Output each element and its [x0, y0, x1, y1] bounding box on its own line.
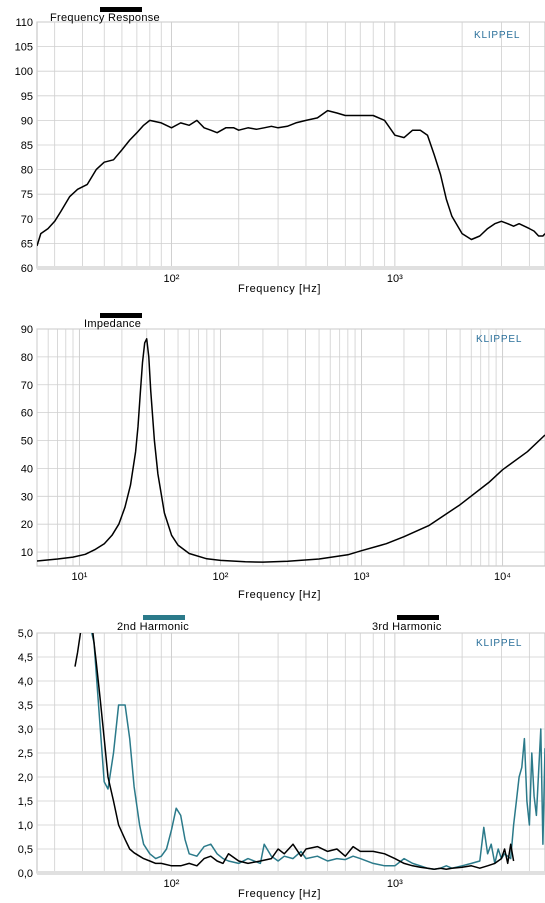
chart3-x-axis-label: Frequency [Hz]	[238, 888, 321, 900]
chart2-grid	[36, 328, 545, 566]
chart1-brand-label: KLIPPEL	[474, 30, 520, 41]
c2-series-impedance	[37, 338, 545, 563]
c3-x-tick-label: 10²	[164, 878, 180, 890]
chart3-series	[74, 633, 545, 870]
chart2-x-axis: 10¹ 10² 10³ 10⁴	[72, 571, 512, 583]
c2-y-tick-label: 50	[21, 436, 33, 448]
c3-y-tick-label: 5,0	[18, 628, 33, 640]
c1-y-tick-label: 75	[21, 189, 33, 201]
c2-y-tick-label: 60	[21, 408, 33, 420]
chart2-y-axis: 10 20 30 40 50 60 70 80 90	[21, 324, 33, 559]
c3-y-tick-label: 4,5	[18, 652, 33, 664]
c1-series-frequency-response	[37, 109, 545, 247]
chart1-title: Frequency Response	[50, 12, 160, 24]
c1-y-tick-label: 70	[21, 214, 33, 226]
c1-x-tick-label: 10²	[164, 273, 180, 285]
c2-y-tick-label: 90	[21, 324, 33, 336]
chart3-bottom-bar	[37, 871, 545, 875]
chart3-y-axis: 0,0 0,5 1,0 1,5 2,0 2,5 3,0 3,5 4,0 4,5 5,0	[18, 628, 33, 880]
chart1-y-axis: 60 65 70 75 80 85 90 95 100 105 110	[15, 17, 33, 275]
legend-3rd-harmonic-swatch	[397, 615, 439, 620]
harmonic-distortion-chart: 0,0 0,5 1,0 1,5 2,0 2,5 3,0 3,5 4,0 4,5 5,0 10² 10³…	[18, 615, 545, 900]
chart3-grid	[37, 632, 545, 874]
chart1-bottom-bar	[37, 266, 545, 270]
c1-y-tick-label: 110	[15, 17, 33, 29]
chart1-series	[37, 109, 545, 247]
c1-y-tick-label: 105	[15, 42, 33, 54]
c3-y-tick-label: 0,5	[18, 844, 33, 856]
chart2-x-axis-label: Frequency [Hz]	[238, 589, 321, 601]
c1-y-tick-label: 90	[21, 115, 33, 127]
chart1-x-axis: 10² 10³	[164, 273, 404, 285]
chart3-brand-label: KLIPPEL	[476, 638, 522, 649]
c3-y-tick-label: 2,0	[18, 772, 33, 784]
c2-x-tick-label: 10¹	[72, 571, 88, 583]
c2-y-tick-label: 40	[21, 463, 33, 475]
legend-2nd-harmonic-swatch	[143, 615, 185, 620]
c2-y-tick-label: 20	[21, 519, 33, 531]
impedance-chart: 10 20 30 40 50 60 70 80 90 10¹ 10² 10³ 10⁴ Impedanc…	[21, 313, 545, 601]
c2-x-tick-label: 10⁴	[494, 571, 511, 583]
c1-y-tick-label: 80	[21, 165, 33, 177]
c3-series-3rd-harmonic	[74, 633, 515, 870]
c2-x-tick-label: 10²	[213, 571, 229, 583]
frequency-response-chart: 60 65 70 75 80 85 90 95 100 105 110 10² 10³ Frequen…	[15, 7, 545, 295]
legend-2nd-harmonic-label: 2nd Harmonic	[117, 621, 189, 633]
c1-y-tick-label: 95	[21, 91, 33, 103]
c1-y-tick-label: 100	[15, 66, 33, 78]
chart2-title-swatch	[100, 313, 142, 318]
legend-3rd-harmonic-label: 3rd Harmonic	[372, 621, 442, 633]
c1-x-tick-label: 10³	[387, 273, 403, 285]
c3-x-tick-label: 10³	[387, 878, 403, 890]
chart2-brand-label: KLIPPEL	[476, 334, 522, 345]
c2-x-tick-label: 10³	[354, 571, 370, 583]
c3-y-tick-label: 3,5	[18, 700, 33, 712]
c1-y-tick-label: 60	[21, 263, 33, 275]
c3-y-tick-label: 1,0	[18, 820, 33, 832]
c3-y-tick-label: 2,5	[18, 748, 33, 760]
c3-series-2nd-harmonic	[91, 633, 545, 870]
c3-y-tick-label: 3,0	[18, 724, 33, 736]
c2-y-tick-label: 10	[21, 547, 33, 559]
c1-y-tick-label: 85	[21, 140, 33, 152]
chart1-x-axis-label: Frequency [Hz]	[238, 283, 321, 295]
c2-y-tick-label: 80	[21, 352, 33, 364]
chart2-plot-frame	[36, 328, 545, 567]
c2-y-tick-label: 70	[21, 380, 33, 392]
chart1-title-swatch	[100, 7, 142, 12]
c2-y-tick-label: 30	[21, 491, 33, 503]
c1-y-tick-label: 65	[21, 238, 33, 250]
c3-y-tick-label: 0,0	[18, 868, 33, 880]
chart3-x-axis: 10² 10³	[164, 878, 404, 890]
c3-y-tick-label: 1,5	[18, 796, 33, 808]
c3-y-tick-label: 4,0	[18, 676, 33, 688]
chart2-title: Impedance	[84, 318, 141, 330]
chart2-series	[37, 338, 545, 563]
